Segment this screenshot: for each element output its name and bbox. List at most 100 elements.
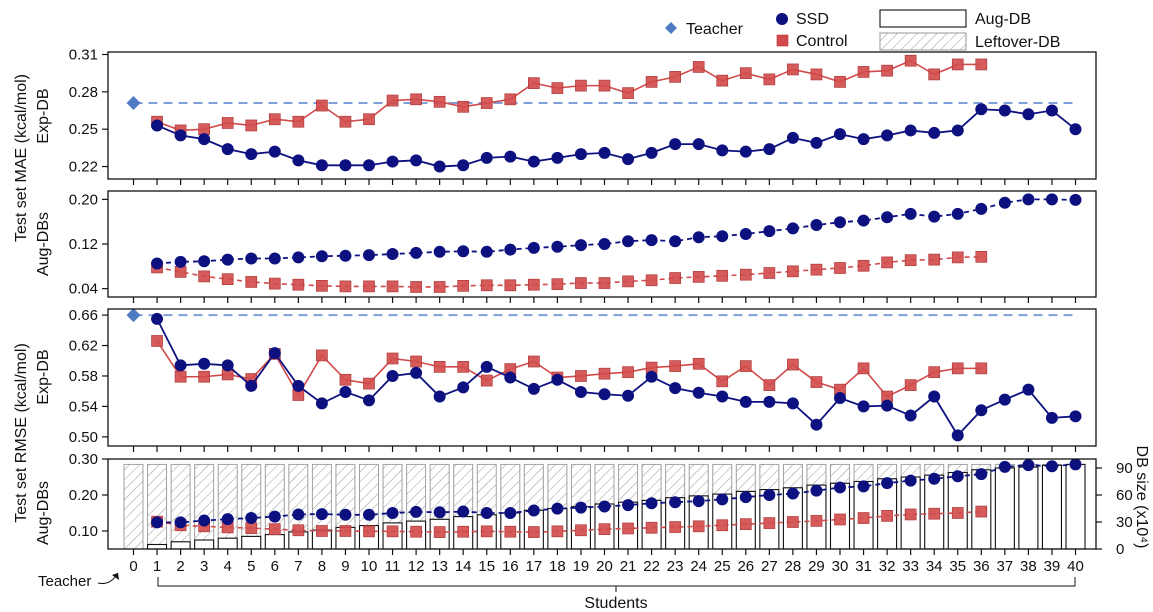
control-point bbox=[527, 355, 540, 368]
control-series-line bbox=[156, 59, 982, 132]
ssd-point bbox=[480, 360, 493, 373]
leftover-db-bar bbox=[665, 463, 686, 499]
control-point bbox=[622, 87, 634, 99]
control-point bbox=[951, 58, 964, 71]
aug-db-bar bbox=[1041, 464, 1062, 550]
ssd-point bbox=[504, 243, 517, 256]
ssd-point bbox=[716, 390, 729, 403]
ssd-point bbox=[881, 129, 894, 142]
ssd-point bbox=[645, 234, 658, 247]
control-point bbox=[551, 278, 564, 291]
control-point bbox=[551, 525, 564, 538]
control-point bbox=[669, 360, 682, 372]
control-point bbox=[739, 518, 752, 531]
x-tick-label: 11 bbox=[385, 558, 401, 575]
control-point bbox=[198, 270, 210, 283]
leftover-db-bar bbox=[123, 463, 144, 550]
ssd-point bbox=[1022, 193, 1035, 206]
ssd-point bbox=[551, 373, 564, 386]
y-tick-label: 0.28 bbox=[69, 84, 98, 101]
ssd-point bbox=[433, 506, 446, 519]
aug-db-bar bbox=[264, 534, 285, 550]
teacher-marker bbox=[126, 96, 141, 111]
control-series-line bbox=[156, 340, 982, 398]
x-tick-label: 23 bbox=[667, 558, 684, 575]
ssd-point bbox=[339, 508, 352, 521]
x-tick-label: 2 bbox=[176, 558, 184, 575]
x-tick-label: 14 bbox=[455, 558, 472, 575]
ssd-point bbox=[551, 240, 564, 253]
ssd-point bbox=[810, 136, 823, 149]
leftover-db-bar bbox=[147, 463, 168, 545]
control-point bbox=[645, 274, 658, 287]
control-point bbox=[198, 370, 210, 383]
ssd-point bbox=[1045, 104, 1058, 117]
control-point bbox=[669, 272, 682, 284]
control-point bbox=[504, 279, 517, 292]
ssd-point bbox=[786, 222, 799, 235]
control-point bbox=[975, 58, 988, 71]
panel-rmse-exp-frame bbox=[107, 308, 1097, 447]
control-point bbox=[433, 360, 446, 373]
control-point bbox=[975, 250, 988, 263]
y-tick-label: 0.58 bbox=[69, 368, 98, 385]
ssd-point bbox=[339, 385, 352, 398]
ssd-point bbox=[480, 151, 493, 164]
control-point bbox=[480, 525, 493, 538]
ssd-point bbox=[998, 393, 1011, 406]
leftover-db-bar bbox=[830, 463, 850, 484]
control-point bbox=[386, 525, 399, 538]
x-tick-label: 4 bbox=[224, 558, 232, 575]
control-point bbox=[527, 526, 540, 538]
ssd-point bbox=[692, 138, 705, 151]
x-tick-label: 10 bbox=[361, 558, 378, 575]
y2-tick-label: 0 bbox=[1116, 541, 1124, 558]
leftover-db-bar bbox=[877, 463, 898, 480]
ssd-point bbox=[975, 404, 988, 417]
y-tick-label: 0.31 bbox=[69, 46, 98, 63]
x-tick-label: 9 bbox=[341, 558, 349, 575]
ssd-point bbox=[292, 508, 305, 521]
control-point bbox=[834, 262, 846, 274]
legend-leftover-db-swatch bbox=[879, 32, 967, 51]
y-tick-label: 0.20 bbox=[69, 487, 98, 504]
control-point bbox=[787, 63, 799, 76]
leftover-db-bar bbox=[311, 463, 332, 531]
control-point bbox=[198, 123, 210, 136]
mae-group-label: Test set MAE (kcal/mol) bbox=[13, 74, 30, 242]
ssd-point bbox=[857, 214, 870, 227]
control-point bbox=[457, 360, 470, 373]
legend-control-marker bbox=[776, 34, 789, 47]
control-point bbox=[881, 256, 893, 269]
panel-mae-aug-ylabel: Aug-DBs bbox=[35, 212, 52, 276]
control-point bbox=[928, 507, 941, 520]
control-point bbox=[692, 520, 705, 533]
control-point bbox=[622, 275, 634, 288]
control-point bbox=[857, 362, 870, 375]
ssd-point bbox=[339, 159, 352, 172]
ssd-point bbox=[810, 418, 823, 431]
ssd-point bbox=[598, 238, 611, 250]
leftover-db-bar bbox=[806, 463, 827, 486]
control-point bbox=[410, 525, 422, 538]
control-point bbox=[151, 335, 163, 347]
control-series-line bbox=[156, 256, 982, 288]
ssd-point bbox=[998, 460, 1011, 473]
ssd-point bbox=[151, 312, 164, 325]
ssd-point bbox=[834, 128, 846, 141]
ssd-point bbox=[951, 124, 964, 137]
ssd-point bbox=[904, 207, 917, 220]
control-point bbox=[268, 523, 281, 536]
ssd-point bbox=[739, 491, 752, 504]
control-point bbox=[480, 374, 493, 387]
x-tick-label: 33 bbox=[902, 558, 919, 575]
ssd-point bbox=[692, 386, 705, 399]
ssd-point bbox=[410, 246, 423, 259]
ssd-point bbox=[928, 472, 941, 485]
ssd-point bbox=[1022, 383, 1035, 396]
ssd-point bbox=[221, 359, 234, 372]
ssd-point bbox=[881, 211, 894, 224]
legend-ssd-marker bbox=[776, 13, 788, 25]
control-point bbox=[739, 360, 752, 372]
leftover-db-bar bbox=[570, 463, 591, 508]
